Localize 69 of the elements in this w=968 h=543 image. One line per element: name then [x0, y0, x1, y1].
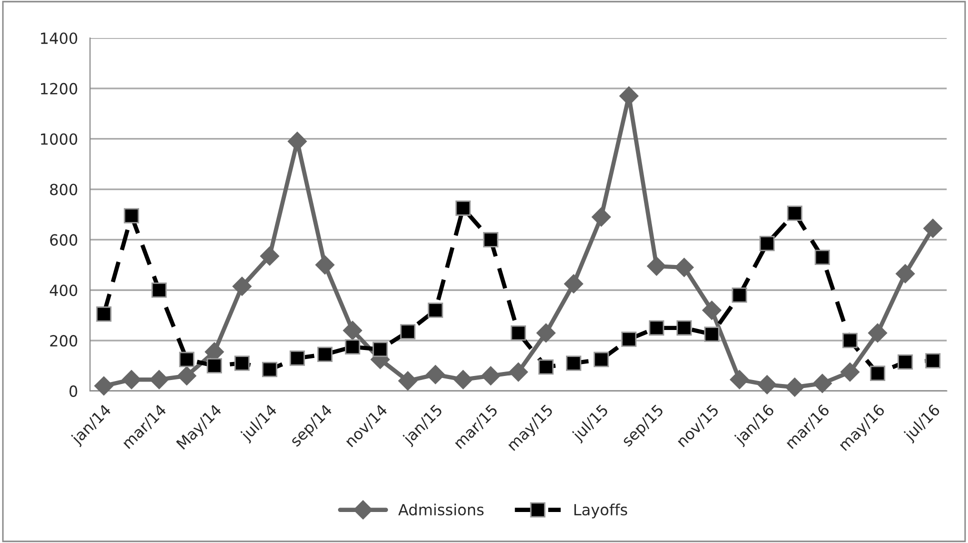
- point: [648, 320, 664, 336]
- y-tick-label: 200: [50, 335, 78, 347]
- point: [759, 236, 775, 252]
- y-tick-label: 800: [50, 184, 78, 196]
- point: [398, 371, 418, 390]
- point: [898, 354, 913, 370]
- point: [206, 358, 222, 374]
- point: [234, 356, 250, 371]
- point: [676, 320, 692, 336]
- point: [232, 276, 252, 296]
- point: [674, 258, 694, 277]
- point: [151, 282, 167, 298]
- point: [260, 246, 280, 266]
- point: [317, 346, 333, 362]
- point: [814, 250, 830, 265]
- point: [343, 320, 362, 340]
- point: [812, 374, 832, 393]
- y-tick-label: 1400: [41, 32, 78, 44]
- point: [426, 365, 445, 384]
- y-tick-label: 0: [70, 385, 78, 397]
- point: [177, 366, 196, 386]
- point: [896, 264, 915, 284]
- point: [510, 325, 526, 341]
- point: [315, 255, 334, 274]
- point: [868, 323, 888, 343]
- point: [454, 370, 473, 390]
- point: [870, 366, 886, 381]
- point: [923, 218, 942, 238]
- point: [288, 132, 307, 151]
- point: [621, 332, 637, 347]
- point: [647, 256, 666, 276]
- y-tick-label: 1200: [41, 82, 78, 94]
- point: [344, 339, 360, 354]
- y-tick-label: 600: [50, 234, 78, 246]
- point: [787, 206, 802, 221]
- point: [758, 375, 777, 394]
- point: [840, 362, 860, 382]
- point: [538, 359, 554, 375]
- point: [428, 302, 444, 318]
- point: [704, 326, 720, 342]
- point: [262, 362, 278, 378]
- point: [179, 352, 194, 368]
- point: [785, 378, 804, 397]
- point: [483, 232, 498, 248]
- point: [592, 207, 611, 227]
- point: [594, 352, 609, 368]
- point: [372, 342, 388, 357]
- point: [122, 370, 142, 390]
- point: [536, 323, 556, 343]
- point: [564, 274, 584, 294]
- point: [925, 353, 941, 368]
- point: [730, 370, 749, 390]
- point: [481, 366, 500, 386]
- point: [290, 350, 305, 366]
- point: [150, 370, 169, 390]
- point: [842, 332, 858, 348]
- point: [455, 200, 471, 216]
- point: [732, 288, 748, 303]
- point: [400, 324, 416, 340]
- legend-label: Admissions: [398, 504, 484, 516]
- point: [94, 376, 114, 396]
- y-tick-label: 1000: [41, 133, 78, 145]
- y-tick-label: 400: [50, 284, 78, 296]
- point: [702, 300, 722, 320]
- point: [508, 362, 528, 382]
- legend-label: Layoffs: [574, 504, 628, 518]
- point: [96, 306, 112, 322]
- point: [566, 356, 582, 371]
- point: [124, 208, 140, 224]
